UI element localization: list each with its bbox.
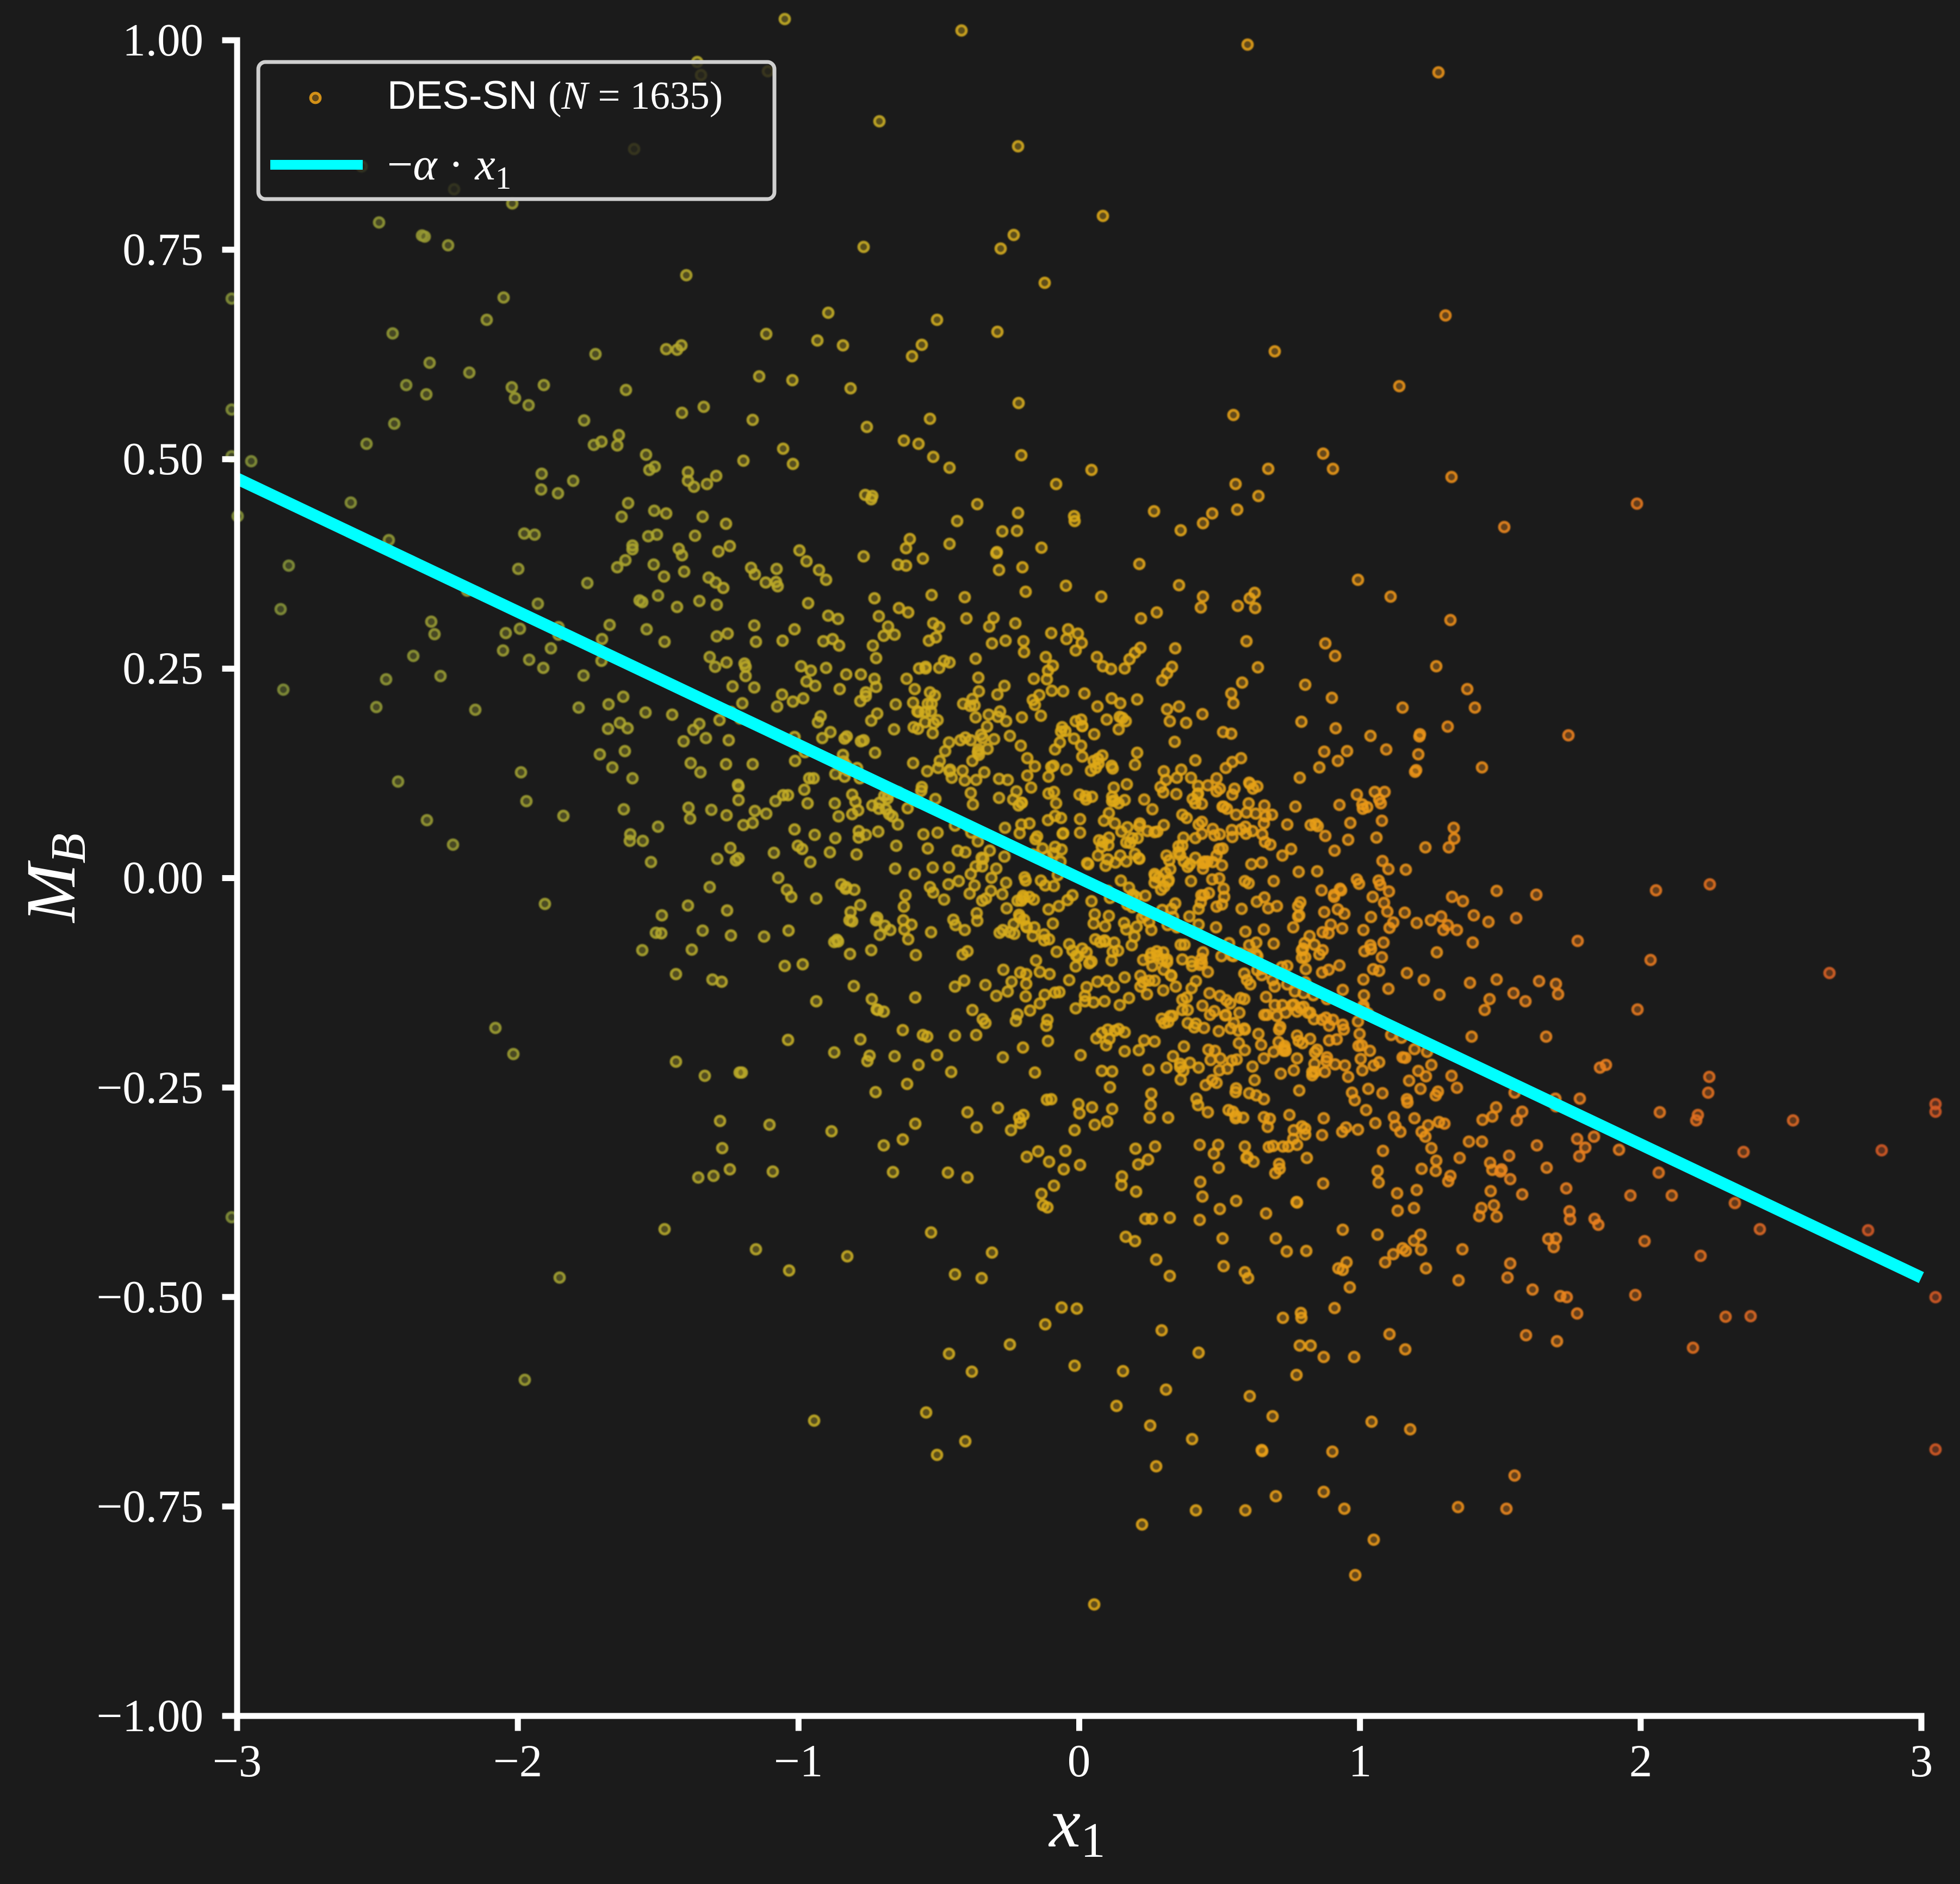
svg-text:−1.00: −1.00 — [96, 1690, 203, 1742]
svg-text:0.00: 0.00 — [122, 852, 203, 903]
svg-text:0.25: 0.25 — [122, 643, 203, 694]
svg-text:−2: −2 — [493, 1736, 542, 1787]
svg-text:−α · x1: −α · x1 — [387, 139, 511, 196]
svg-text:3: 3 — [1910, 1736, 1933, 1787]
svg-text:−1: −1 — [774, 1736, 823, 1787]
svg-text:1: 1 — [1349, 1736, 1372, 1787]
svg-text:MB: MB — [12, 833, 96, 924]
svg-text:−0.50: −0.50 — [96, 1272, 203, 1323]
svg-text:x1: x1 — [1048, 1784, 1105, 1868]
svg-text:−0.75: −0.75 — [96, 1481, 203, 1532]
svg-text:DES-SN (N = 1635): DES-SN (N = 1635) — [387, 73, 723, 117]
svg-text:1.00: 1.00 — [122, 15, 203, 66]
svg-text:0: 0 — [1068, 1736, 1091, 1787]
svg-text:0.50: 0.50 — [122, 433, 203, 485]
svg-text:2: 2 — [1629, 1736, 1653, 1787]
svg-text:−0.25: −0.25 — [96, 1062, 203, 1113]
svg-text:−3: −3 — [213, 1736, 262, 1787]
svg-text:0.75: 0.75 — [122, 224, 203, 275]
